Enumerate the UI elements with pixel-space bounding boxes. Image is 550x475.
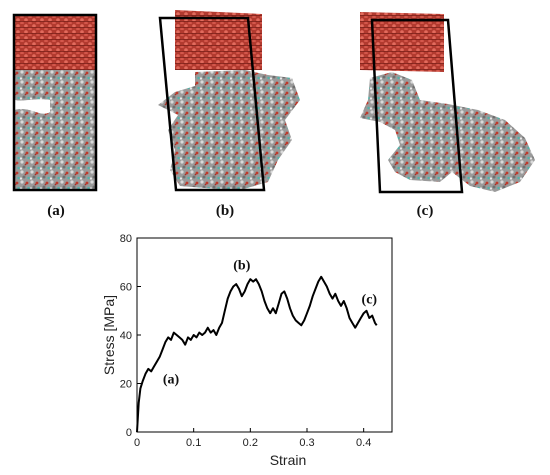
x-tick-label: 0.4 bbox=[356, 437, 371, 449]
panel-label-a: (a) bbox=[47, 203, 65, 219]
y-axis: 0 20 40 60 80 bbox=[120, 233, 141, 439]
x-tick-label: 0 bbox=[134, 437, 140, 449]
y-tick-label: 0 bbox=[126, 427, 132, 439]
simulation-cell bbox=[158, 16, 266, 192]
y-tick-label: 40 bbox=[120, 330, 132, 342]
simulation-cell bbox=[370, 18, 464, 194]
curve-annotation: (c) bbox=[362, 292, 378, 307]
y-tick-label: 20 bbox=[120, 379, 132, 391]
void-region bbox=[14, 99, 50, 114]
x-axis-title: Strain bbox=[270, 452, 307, 468]
crystal-region bbox=[360, 12, 444, 72]
x-tick-label: 0.2 bbox=[243, 437, 258, 449]
y-tick-label: 60 bbox=[120, 282, 132, 294]
curve-annotation: (b) bbox=[233, 259, 250, 274]
panel-label-b: (b) bbox=[216, 203, 234, 219]
curve-annotation: (a) bbox=[163, 373, 180, 388]
crystal-region bbox=[14, 15, 96, 70]
y-tick-label: 80 bbox=[120, 233, 132, 245]
x-tick-label: 0.1 bbox=[186, 437, 201, 449]
panel-label-c: (c) bbox=[417, 203, 434, 219]
crystal-region bbox=[175, 10, 262, 70]
md-snapshot-a bbox=[12, 13, 98, 192]
y-axis-title: Stress [MPa] bbox=[101, 295, 117, 375]
stress-strain-line bbox=[136, 275, 378, 433]
polymer-region bbox=[14, 70, 96, 190]
x-tick-label: 0.3 bbox=[299, 437, 314, 449]
polymer-region bbox=[158, 70, 300, 190]
curve-annotations: (a) (b) (c) bbox=[163, 259, 378, 388]
polymer-region bbox=[360, 72, 535, 192]
md-snapshot-c bbox=[360, 12, 535, 194]
simulation-cell bbox=[12, 13, 98, 192]
md-snapshot-b bbox=[158, 10, 300, 192]
stress-strain-chart: 0 0.1 0.2 0.3 0.4 0 20 40 60 80 (a) (b) (c) Strain… bbox=[101, 233, 393, 468]
